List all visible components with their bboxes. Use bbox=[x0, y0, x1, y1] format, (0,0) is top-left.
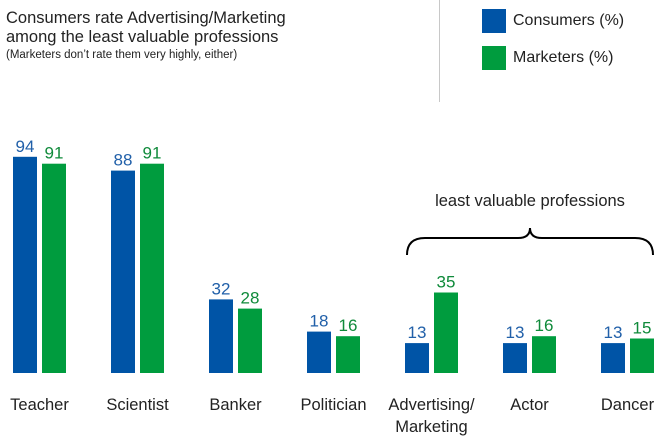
bar-consumers-scientist bbox=[111, 170, 135, 373]
category-label-advertising-marketing-line-2: Marketing bbox=[395, 418, 467, 436]
bar-marketers-scientist bbox=[140, 163, 164, 373]
chart-title: Consumers rate Advertising/Marketing amo… bbox=[6, 9, 346, 47]
data-label-marketers-banker: 28 bbox=[241, 289, 260, 308]
data-label-consumers-dancer: 13 bbox=[604, 323, 623, 342]
bar-consumers-dancer bbox=[601, 343, 625, 373]
category-label-banker: Banker bbox=[209, 396, 262, 414]
bar-marketers-actor bbox=[532, 336, 556, 373]
chart-title-line-1: Consumers rate Advertising/Marketing bbox=[6, 9, 286, 27]
data-label-consumers-politician: 18 bbox=[310, 312, 329, 331]
legend-swatch-marketers bbox=[482, 46, 506, 70]
bar-consumers-banker bbox=[209, 299, 233, 373]
data-label-marketers-teacher: 91 bbox=[45, 144, 64, 163]
legend-item-marketers: Marketers (%) bbox=[482, 46, 613, 70]
legend-label-consumers: Consumers (%) bbox=[513, 12, 625, 29]
category-label-actor: Actor bbox=[510, 396, 549, 414]
data-label-marketers-actor: 16 bbox=[535, 316, 554, 335]
annotation-label: least valuable professions bbox=[435, 192, 625, 210]
category-label-dancer: Dancer bbox=[601, 396, 655, 414]
bar-marketers-advertising-marketing bbox=[434, 292, 458, 373]
category-label-teacher: Teacher bbox=[10, 396, 69, 414]
chart-title-line-2: among the least valuable professions bbox=[6, 28, 279, 46]
data-label-marketers-scientist: 91 bbox=[143, 144, 162, 163]
bar-marketers-politician bbox=[336, 336, 360, 373]
bar-consumers-advertising-marketing bbox=[405, 343, 429, 373]
bar-consumers-teacher bbox=[13, 156, 37, 373]
legend-divider bbox=[439, 0, 440, 102]
category-label-scientist: Scientist bbox=[106, 396, 169, 414]
chart-subtitle: (Marketers don’t rate them very highly, … bbox=[6, 49, 238, 61]
data-label-consumers-advertising-marketing: 13 bbox=[408, 323, 427, 342]
bar-marketers-teacher bbox=[42, 163, 66, 373]
data-label-consumers-actor: 13 bbox=[506, 323, 525, 342]
legend-swatch-consumers bbox=[482, 9, 506, 33]
annotation-brace bbox=[406, 227, 654, 256]
data-label-consumers-teacher: 94 bbox=[16, 137, 35, 156]
legend-label-marketers: Marketers (%) bbox=[513, 49, 614, 66]
legend-item-consumers: Consumers (%) bbox=[482, 9, 624, 33]
category-label-politician: Politician bbox=[300, 396, 366, 414]
data-label-marketers-politician: 16 bbox=[339, 316, 358, 335]
data-label-consumers-banker: 32 bbox=[212, 279, 231, 298]
data-label-consumers-scientist: 88 bbox=[114, 151, 133, 170]
bar-consumers-actor bbox=[503, 343, 527, 373]
data-label-marketers-dancer: 15 bbox=[633, 319, 652, 338]
category-label-advertising-marketing-line-1: Advertising/ bbox=[388, 396, 475, 414]
bar-marketers-banker bbox=[238, 308, 262, 373]
bar-marketers-dancer bbox=[630, 338, 654, 373]
data-label-marketers-advertising-marketing: 35 bbox=[437, 273, 456, 292]
bar-consumers-politician bbox=[307, 331, 331, 373]
